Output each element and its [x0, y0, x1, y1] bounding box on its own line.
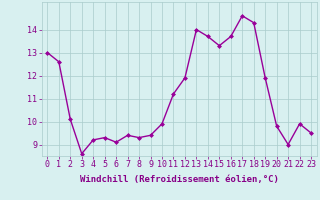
X-axis label: Windchill (Refroidissement éolien,°C): Windchill (Refroidissement éolien,°C): [80, 175, 279, 184]
